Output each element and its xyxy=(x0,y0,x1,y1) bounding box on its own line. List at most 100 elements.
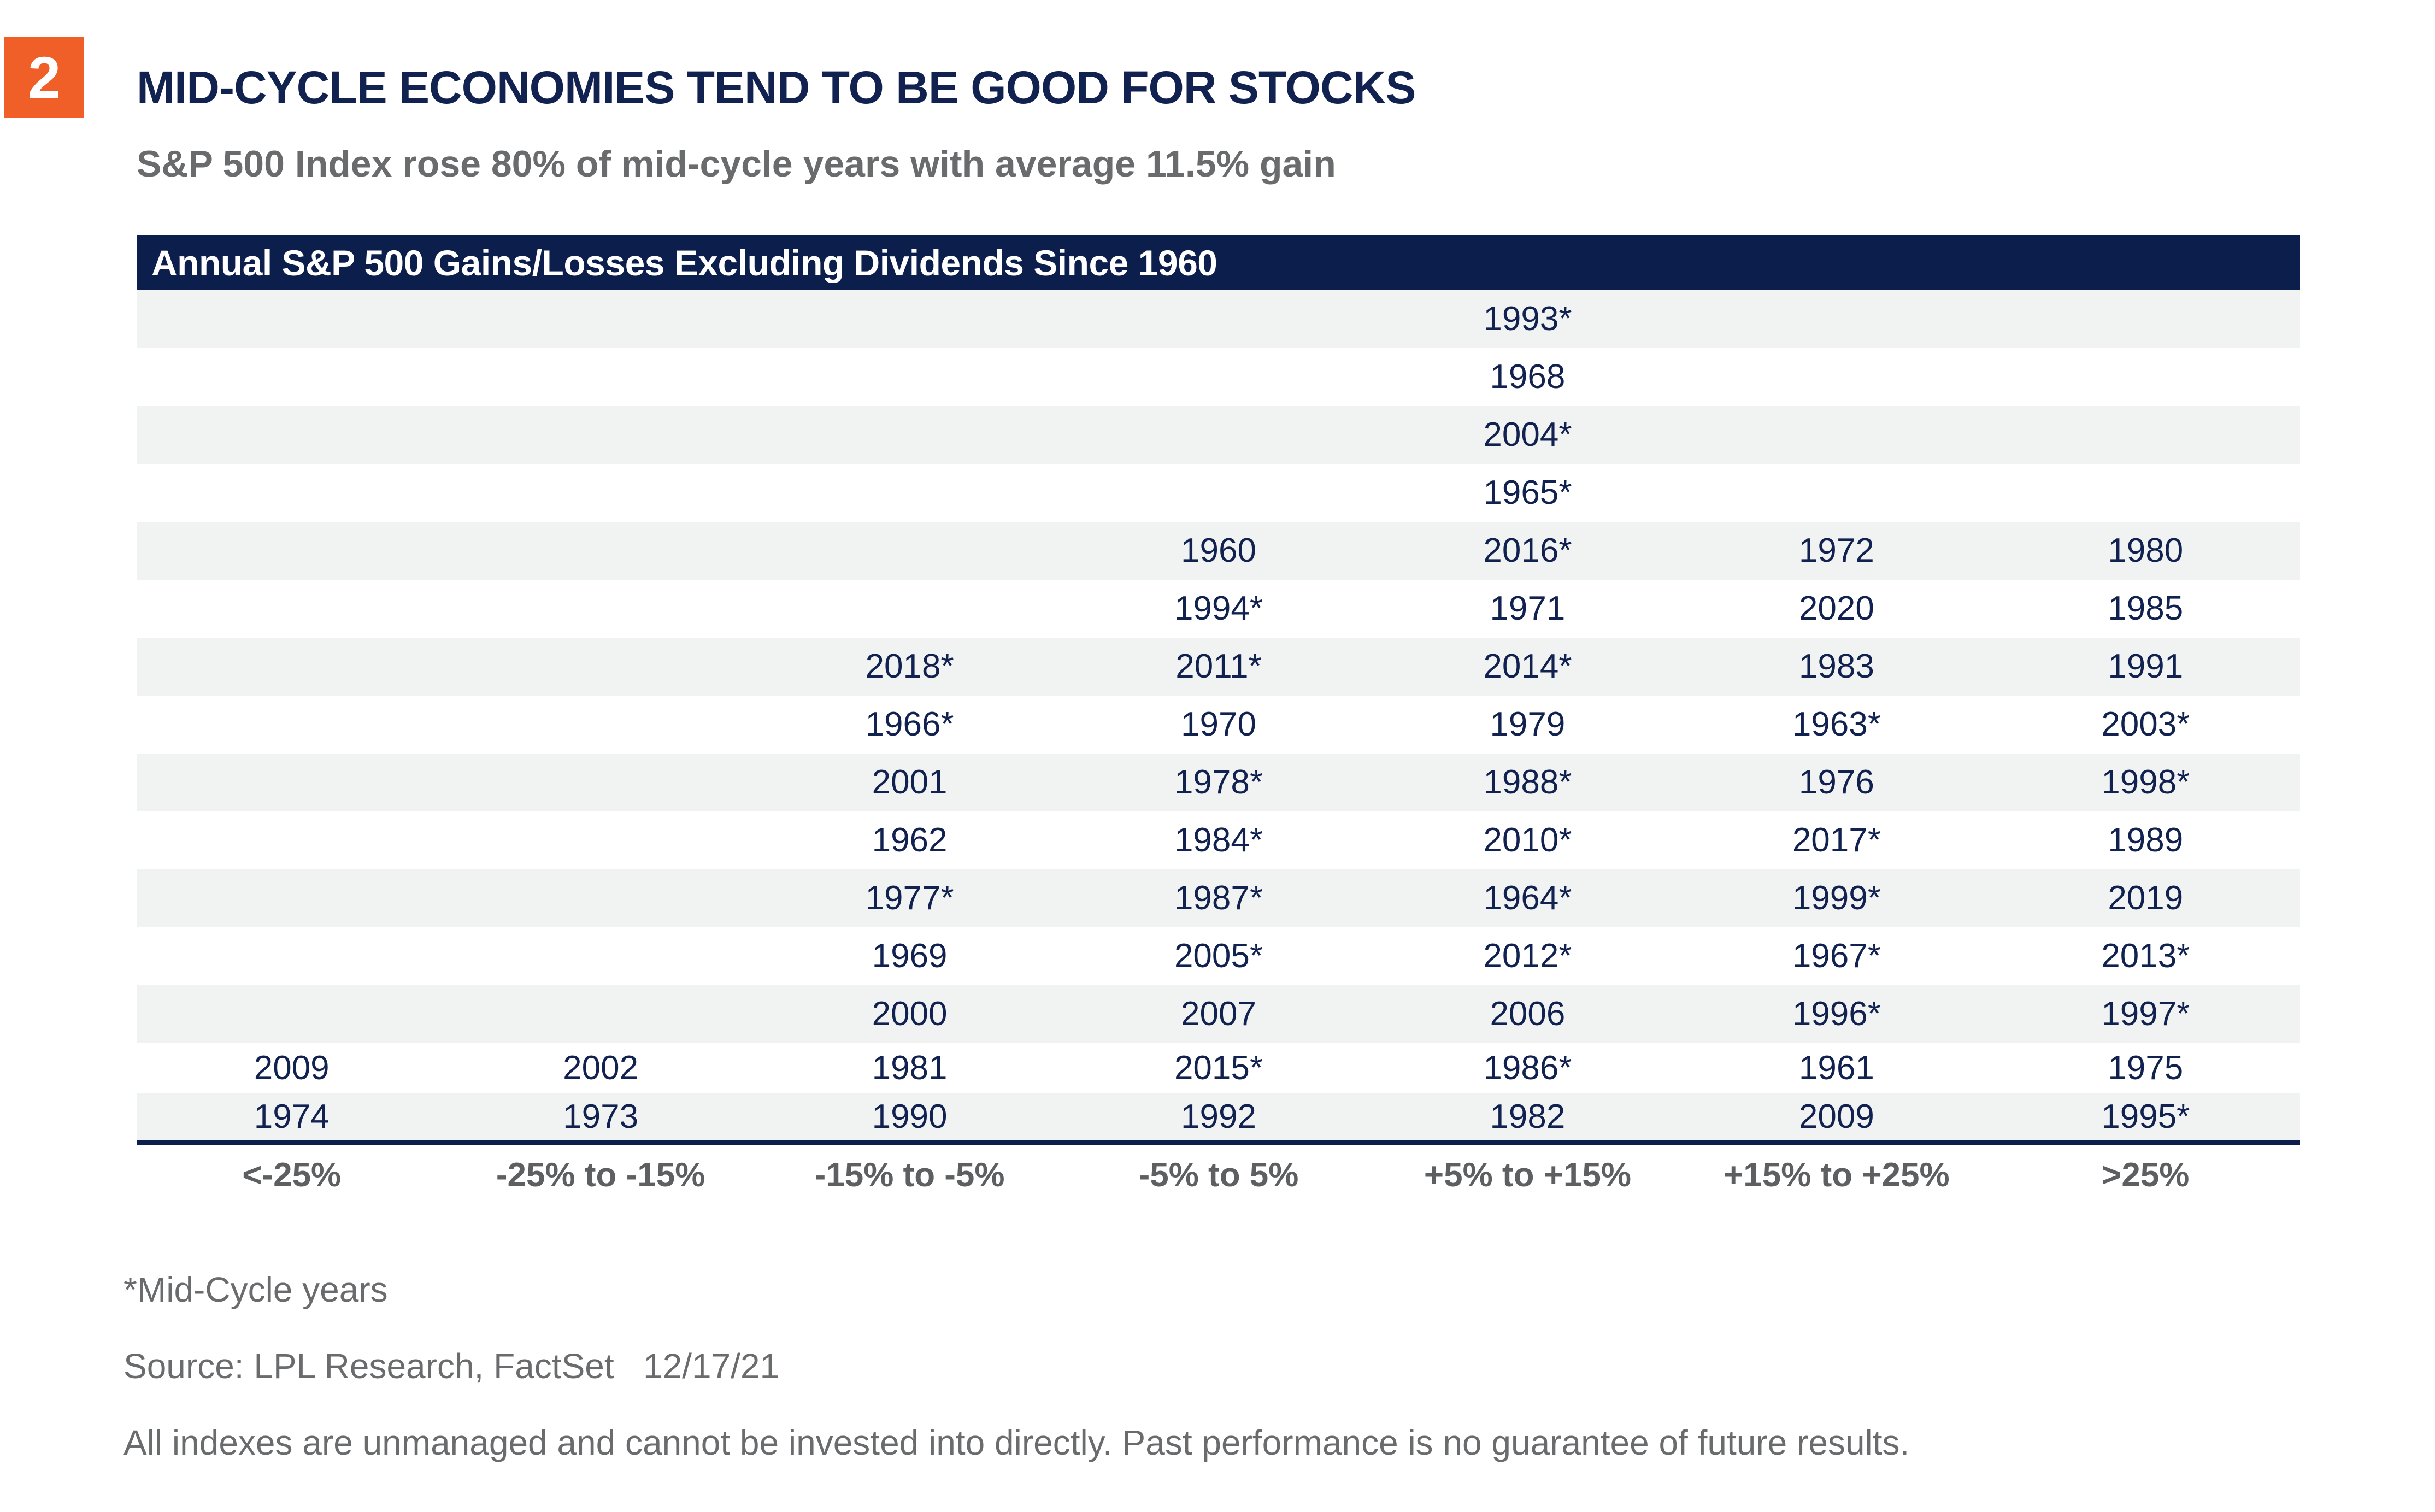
table-row: 1994* 1971 2020 1985 xyxy=(137,580,2300,638)
year-cell: 2017* xyxy=(1792,821,1881,859)
year-cell: 2002 xyxy=(563,1049,639,1087)
year-cell xyxy=(755,348,1064,406)
year-cell: 1993* xyxy=(1483,300,1572,338)
year-cell xyxy=(1682,464,1991,522)
bucket-label: -15% to -5% xyxy=(814,1156,1005,1194)
bucket-label: >25% xyxy=(2102,1156,2190,1194)
year-cell xyxy=(137,406,446,464)
year-cell xyxy=(137,464,446,522)
table-title-bar: Annual S&P 500 Gains/Losses Excluding Di… xyxy=(137,235,2300,290)
year-cell xyxy=(755,290,1064,348)
year-cell: 1986* xyxy=(1483,1049,1572,1087)
year-cell: 1975 xyxy=(2108,1049,2184,1087)
footnote-source: Source: LPL Research, FactSet 12/17/21 xyxy=(123,1346,780,1386)
year-cell: 1963* xyxy=(1792,705,1881,743)
year-cell: 1961 xyxy=(1798,1049,1874,1087)
table-row: 2018* 2011* 2014* 1983 1991 xyxy=(137,638,2300,696)
year-cell: 1982 xyxy=(1490,1098,1566,1136)
year-cell: 2009 xyxy=(254,1049,330,1087)
year-cell: 1985 xyxy=(2108,590,2184,627)
year-cell xyxy=(137,869,446,927)
table-row: 1968 xyxy=(137,348,2300,406)
footnote-mid-cycle: *Mid-Cycle years xyxy=(123,1270,388,1309)
year-cell: 1992 xyxy=(1181,1098,1256,1136)
year-cell xyxy=(137,811,446,869)
year-cell: 2011* xyxy=(1175,648,1262,685)
year-cell xyxy=(446,290,755,348)
year-cell xyxy=(446,580,755,638)
year-cell: 2013* xyxy=(2101,937,2190,975)
year-cell: 1999* xyxy=(1792,879,1881,917)
year-cell: 1978* xyxy=(1174,763,1263,801)
year-cell: 2010* xyxy=(1483,821,1572,859)
year-cell: 2015* xyxy=(1174,1049,1263,1087)
year-cell xyxy=(137,638,446,696)
year-cell: 1977* xyxy=(865,879,954,917)
year-cell: 2004* xyxy=(1483,416,1572,454)
year-cell xyxy=(755,464,1064,522)
year-cell xyxy=(1682,406,1991,464)
year-cell xyxy=(446,811,755,869)
footnotes: *Mid-Cycle years Source: LPL Research, F… xyxy=(123,1272,1909,1460)
year-cell: 1965* xyxy=(1483,474,1572,511)
table-row: 1960 2016* 1972 1980 xyxy=(137,522,2300,580)
table-row: 2000 2007 2006 1996* 1997* xyxy=(137,985,2300,1043)
table-body: 1993* 1968 2004* 1965* 1960 2016* 1972 1980 1994… xyxy=(137,290,2300,1140)
page-subtitle: S&P 500 Index rose 80% of mid-cycle year… xyxy=(137,143,1336,185)
year-cell xyxy=(446,348,755,406)
axis-baseline xyxy=(137,1140,2300,1145)
year-cell: 1960 xyxy=(1181,532,1256,569)
year-cell: 1981 xyxy=(872,1049,948,1087)
year-cell: 1984* xyxy=(1174,821,1263,859)
year-cell: 2018* xyxy=(865,648,954,685)
year-cell xyxy=(1991,290,2300,348)
year-cell xyxy=(137,580,446,638)
year-cell: 1983 xyxy=(1798,648,1874,685)
table-row: 1977* 1987* 1964* 1999* 2019 xyxy=(137,869,2300,927)
year-cell: 1998* xyxy=(2101,763,2190,801)
figure-number-badge: 2 xyxy=(4,37,84,118)
year-cell: 1991 xyxy=(2108,648,2184,685)
year-cell xyxy=(1064,464,1373,522)
year-cell xyxy=(755,580,1064,638)
year-cell: 2000 xyxy=(872,995,948,1033)
returns-distribution-table: Annual S&P 500 Gains/Losses Excluding Di… xyxy=(137,235,2300,1192)
bucket-label: <-25% xyxy=(242,1156,342,1194)
year-cell xyxy=(446,696,755,754)
year-cell xyxy=(1064,290,1373,348)
year-cell: 1974 xyxy=(254,1098,330,1136)
year-cell: 1962 xyxy=(872,821,948,859)
year-cell: 2006 xyxy=(1490,995,1566,1033)
year-cell: 2020 xyxy=(1798,590,1874,627)
year-cell: 2019 xyxy=(2108,879,2184,917)
bucket-label: -5% to 5% xyxy=(1138,1156,1299,1194)
year-cell: 2012* xyxy=(1483,937,1572,975)
year-cell xyxy=(137,985,446,1043)
year-cell: 1971 xyxy=(1490,590,1566,627)
year-cell: 1980 xyxy=(2108,532,2184,569)
year-cell xyxy=(446,406,755,464)
bucket-label: +15% to +25% xyxy=(1724,1156,1950,1194)
year-cell: 2001 xyxy=(872,763,948,801)
year-cell xyxy=(137,522,446,580)
table-title: Annual S&P 500 Gains/Losses Excluding Di… xyxy=(151,242,1218,283)
year-cell: 2009 xyxy=(1798,1098,1874,1136)
year-cell: 2007 xyxy=(1181,995,1256,1033)
year-cell xyxy=(446,869,755,927)
table-row: 2004* xyxy=(137,406,2300,464)
year-cell xyxy=(1991,406,2300,464)
year-cell: 2014* xyxy=(1483,648,1572,685)
year-cell: 1968 xyxy=(1490,358,1566,396)
year-cell: 2003* xyxy=(2101,705,2190,743)
bucket-label: -25% to -15% xyxy=(496,1156,705,1194)
year-cell: 1990 xyxy=(872,1098,948,1136)
table-row: 1969 2005* 2012* 1967* 2013* xyxy=(137,927,2300,985)
year-cell: 1970 xyxy=(1181,705,1256,743)
year-cell xyxy=(137,290,446,348)
table-row: 2009 2002 1981 2015* 1986* 1961 1975 xyxy=(137,1043,2300,1093)
year-cell xyxy=(137,927,446,985)
year-cell: 1987* xyxy=(1174,879,1263,917)
year-cell: 1995* xyxy=(2101,1098,2190,1136)
year-cell xyxy=(446,464,755,522)
year-cell: 1997* xyxy=(2101,995,2190,1033)
